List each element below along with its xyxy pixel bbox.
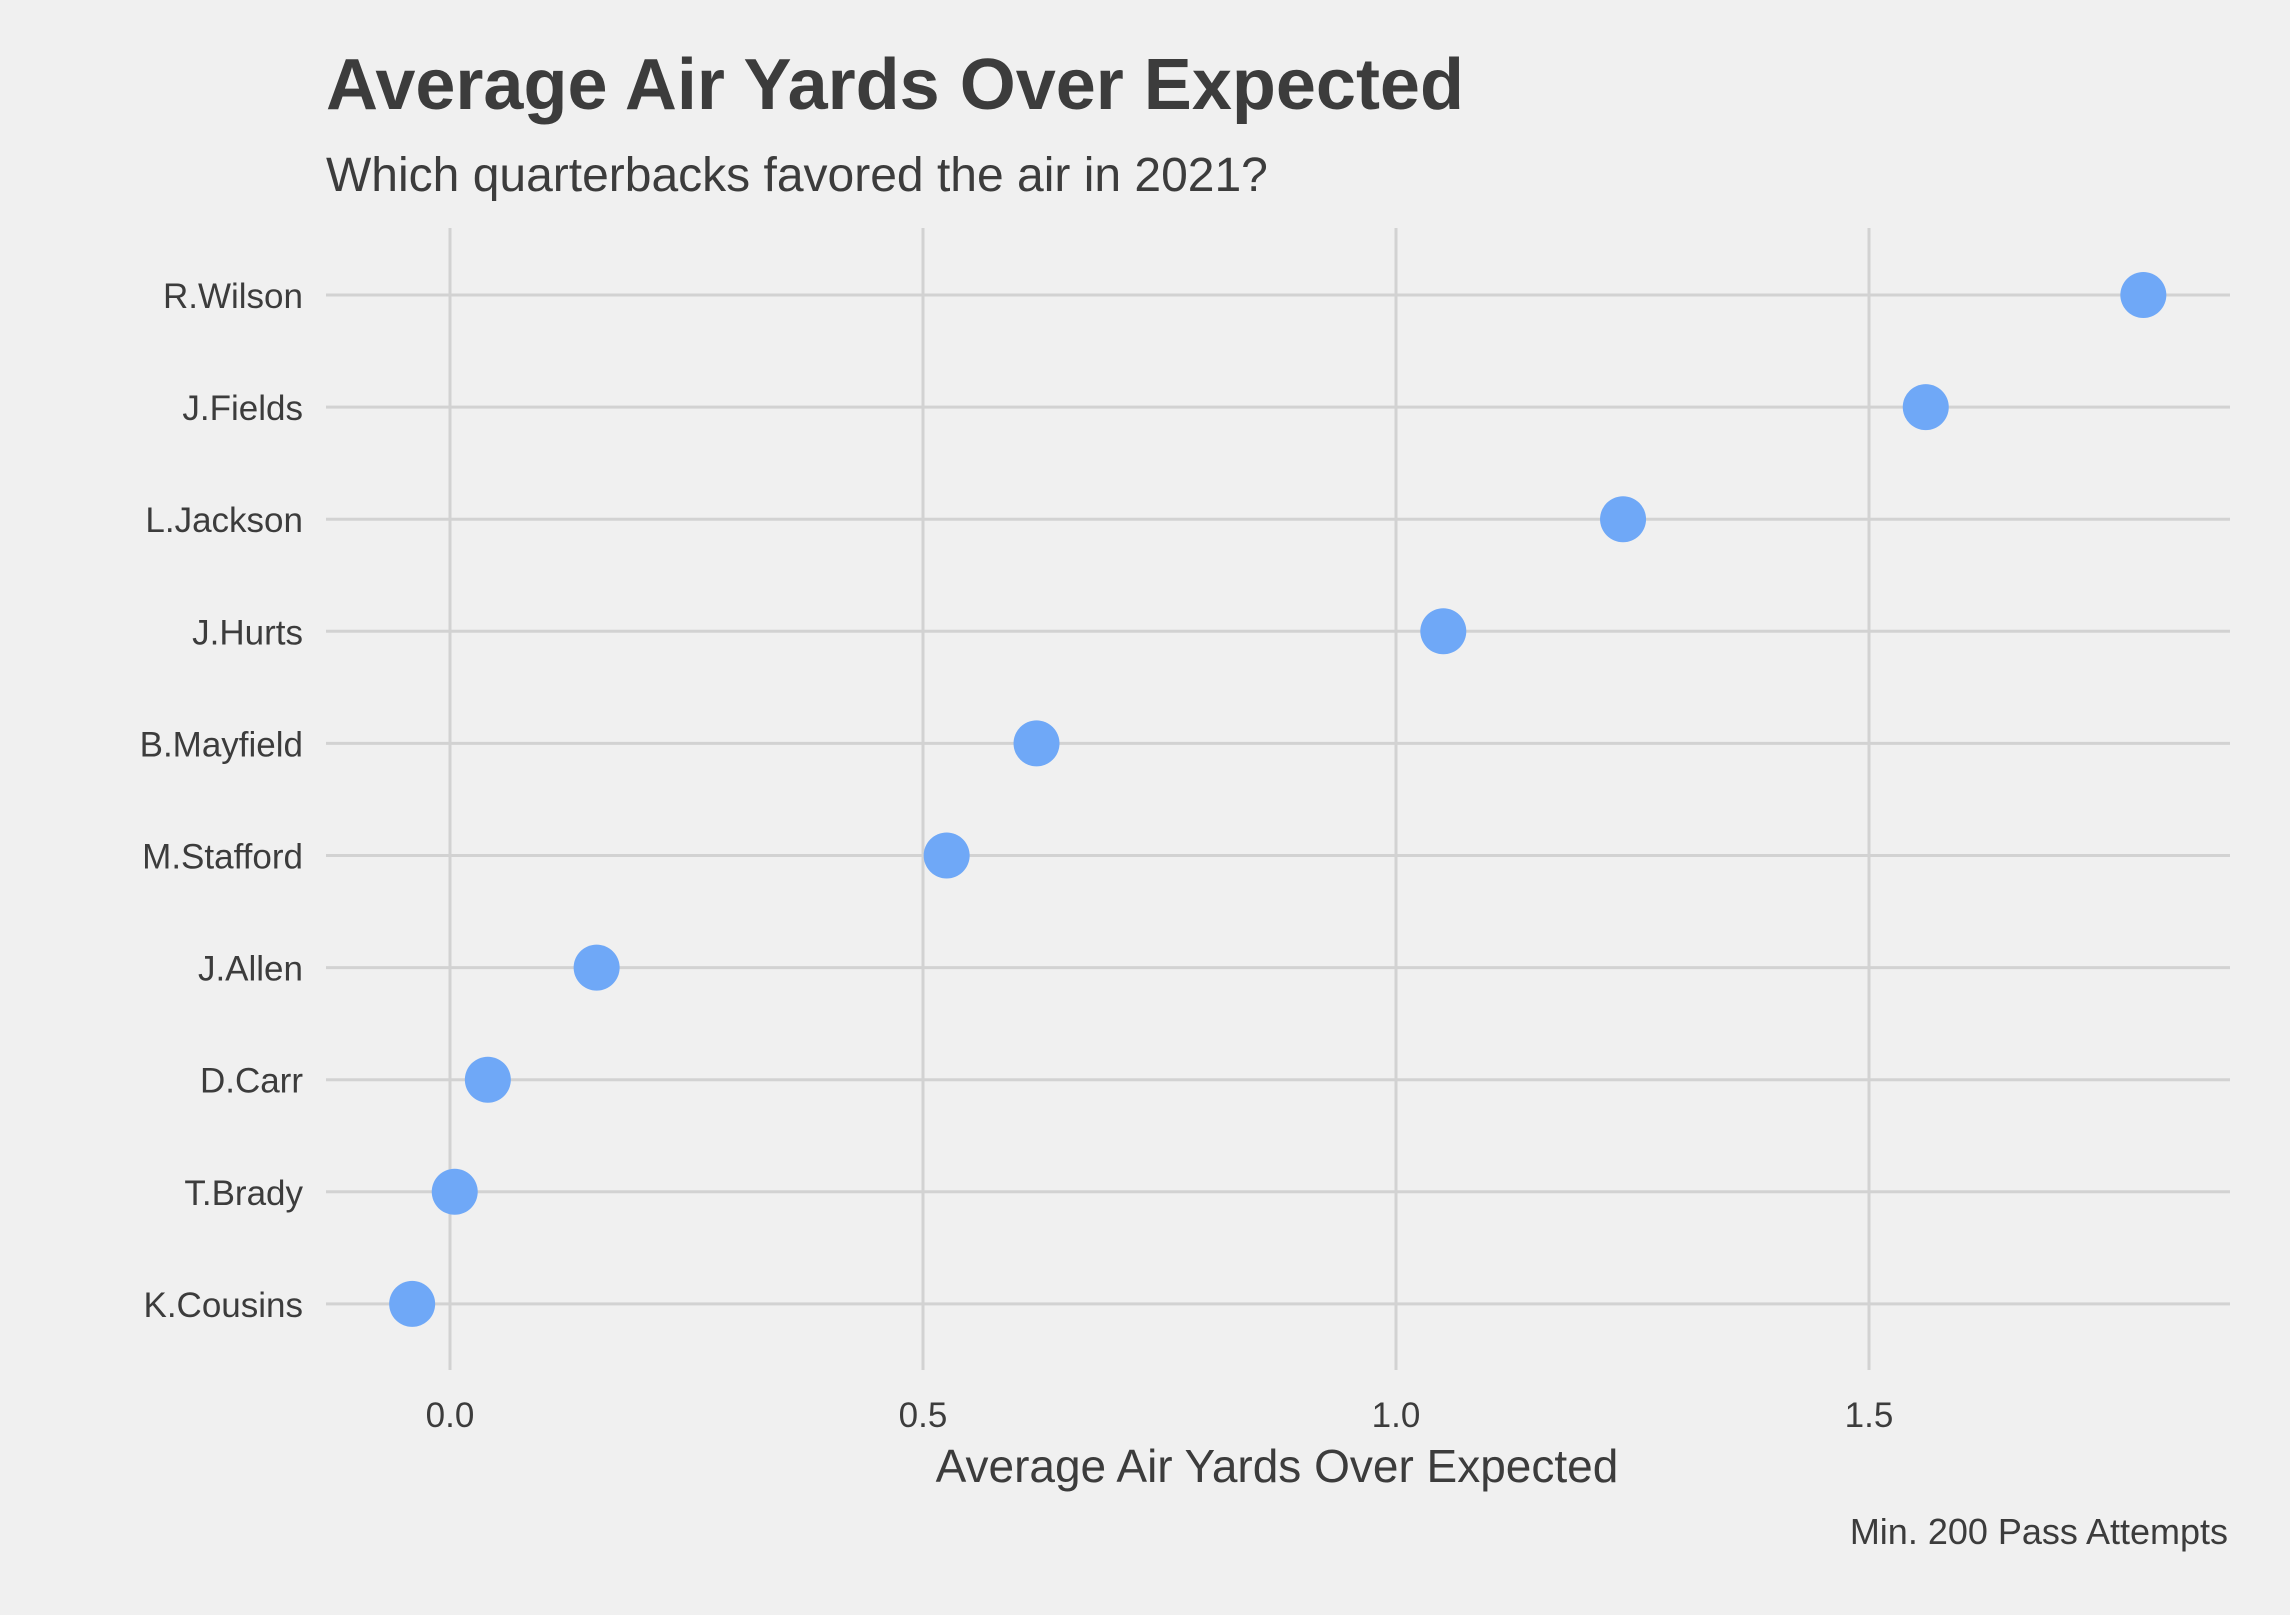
y-tick-label-6: J.Allen [198, 950, 303, 989]
data-point-5 [923, 832, 970, 879]
y-tick-label-9: K.Cousins [143, 1286, 303, 1325]
y-axis-labels: R.Wilson J.Fields L.Jackson J.Hurts B.Mayfie… [140, 277, 304, 1325]
data-point-1 [1902, 384, 1949, 431]
data-point-3 [1420, 608, 1467, 655]
y-tick-label-0: R.Wilson [163, 277, 303, 316]
x-tick-label-3: 1.5 [1845, 1396, 1894, 1435]
y-tick-label-4: B.Mayfield [140, 725, 303, 764]
chart-title: Average Air Yards Over Expected [326, 45, 1464, 125]
data-points [389, 272, 2167, 1327]
y-tick-label-1: J.Fields [182, 389, 303, 428]
y-tick-label-5: M.Stafford [142, 838, 303, 877]
y-tick-label-8: T.Brady [184, 1174, 303, 1213]
y-tick-label-3: J.Hurts [192, 613, 303, 652]
x-tick-label-1: 0.5 [899, 1396, 948, 1435]
data-point-6 [573, 944, 620, 991]
chart-subtitle: Which quarterbacks favored the air in 20… [326, 149, 1268, 202]
y-tick-label-2: L.Jackson [145, 501, 303, 540]
data-point-8 [431, 1168, 478, 1215]
data-point-4 [1013, 720, 1060, 767]
grid-lines [326, 228, 2230, 1370]
x-tick-label-2: 1.0 [1372, 1396, 1421, 1435]
x-axis-tick-labels: 0.0 0.5 1.0 1.5 [426, 1396, 1894, 1435]
data-point-0 [2120, 272, 2167, 318]
x-axis-title: Average Air Yards Over Expected [936, 1440, 1619, 1492]
data-point-2 [1600, 496, 1647, 543]
x-tick-label-0: 0.0 [426, 1396, 475, 1435]
data-point-9 [389, 1280, 436, 1327]
data-point-7 [464, 1056, 511, 1103]
y-tick-label-7: D.Carr [200, 1062, 303, 1101]
chart-caption: Min. 200 Pass Attempts [1849, 1511, 2228, 1552]
